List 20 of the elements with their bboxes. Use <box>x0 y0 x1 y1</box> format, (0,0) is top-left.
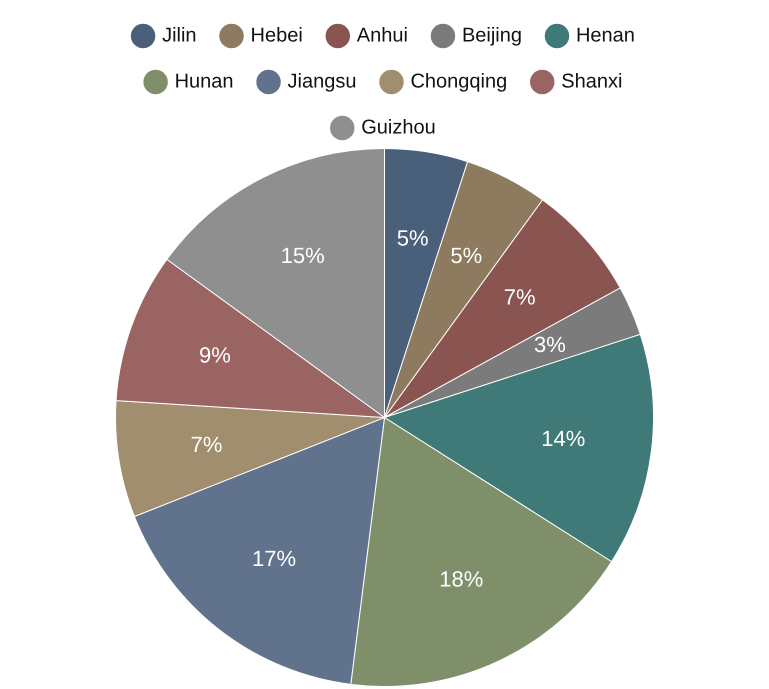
legend-label: Henan <box>576 24 635 47</box>
data-label: 3% <box>534 332 566 357</box>
legend-label: Guizhou <box>361 116 436 139</box>
data-label: 5% <box>396 226 429 251</box>
legend-label: Jilin <box>162 24 197 47</box>
data-label: 7% <box>504 284 536 310</box>
legend-label: Beijing <box>462 24 522 47</box>
legend-label: Anhui <box>356 24 408 47</box>
data-label: 5% <box>450 242 482 268</box>
data-label: 18% <box>439 566 484 592</box>
data-label: 9% <box>199 342 231 368</box>
legend-label: Shanxi <box>561 70 622 93</box>
legend-label: Chongqing <box>410 70 508 93</box>
data-label: 15% <box>280 242 325 268</box>
data-label: 17% <box>252 546 296 571</box>
legend-label: Hebei <box>250 24 303 47</box>
legend-label: Hunan <box>174 70 234 93</box>
data-label: 14% <box>541 426 586 452</box>
data-label: 7% <box>190 432 222 457</box>
legend-label: Jiangsu <box>288 70 356 93</box>
